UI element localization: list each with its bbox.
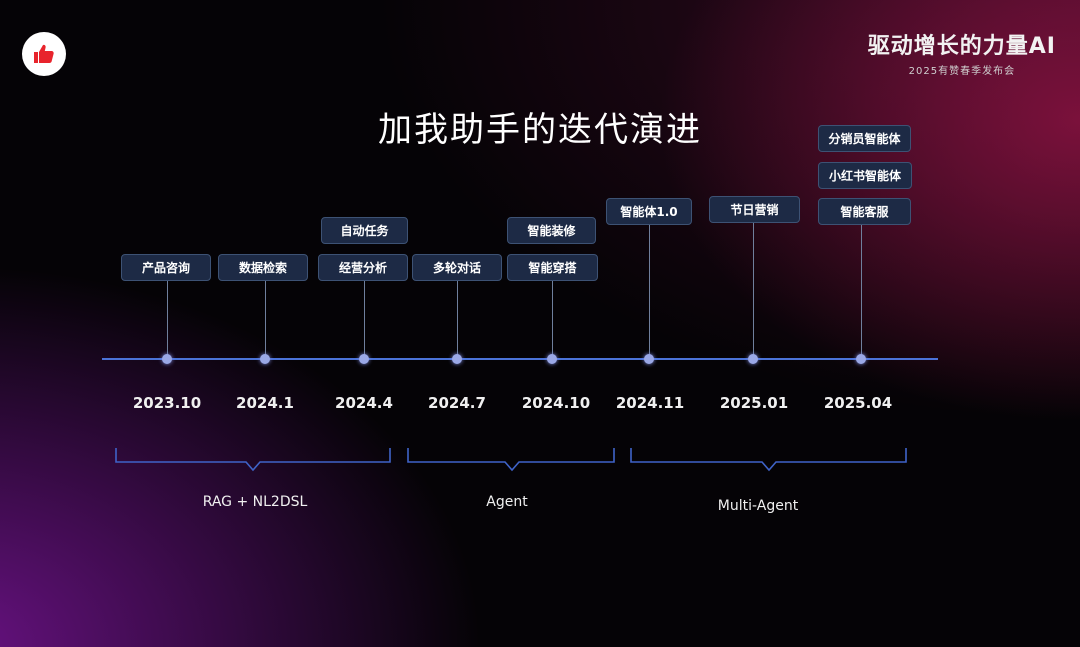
- phase-bracket: [407, 448, 615, 472]
- timeline-dot: [748, 354, 758, 364]
- connector-line: [364, 281, 365, 359]
- milestone-tag: 产品咨询: [121, 254, 211, 281]
- timeline-dot: [856, 354, 866, 364]
- milestone-tag: 智能穿搭: [507, 254, 598, 281]
- timeline-axis: [102, 358, 938, 360]
- phase-label: Multi-Agent: [717, 498, 799, 514]
- connector-line: [753, 223, 754, 359]
- timeline-date: 2024.4: [335, 394, 393, 412]
- brand-logo: [22, 32, 66, 76]
- timeline-date: 2025.04: [823, 394, 893, 412]
- connector-line: [457, 281, 458, 359]
- connector-line: [552, 281, 553, 359]
- timeline-dot: [547, 354, 557, 364]
- milestone-tag: 节日营销: [709, 196, 800, 223]
- event-subtitle: 2025有赞春季发布会: [908, 66, 1016, 77]
- timeline-date: 2024.11: [615, 394, 685, 412]
- timeline-dot: [359, 354, 369, 364]
- milestone-tag: 分销员智能体: [818, 125, 911, 152]
- timeline-dot: [260, 354, 270, 364]
- milestone-tag: 智能客服: [818, 198, 911, 225]
- event-brand: 驱动增长的力量AI 2025有赞春季发布会: [868, 28, 1056, 77]
- milestone-tag: 智能装修: [507, 217, 596, 244]
- milestone-tag: 数据检索: [218, 254, 308, 281]
- timeline-date: 2024.10: [521, 394, 591, 412]
- phase-label: Agent: [486, 494, 528, 510]
- phase-bracket: [115, 448, 391, 472]
- connector-line: [265, 281, 266, 359]
- milestone-tag: 多轮对话: [412, 254, 502, 281]
- connector-line: [649, 225, 650, 359]
- timeline-date: 2024.1: [236, 394, 294, 412]
- event-title: 驱动增长的力量AI: [867, 34, 1056, 59]
- milestone-tag: 自动任务: [321, 217, 408, 244]
- timeline-dot: [644, 354, 654, 364]
- connector-line: [861, 225, 862, 359]
- milestone-tag: 小红书智能体: [818, 162, 912, 189]
- connector-line: [167, 281, 168, 359]
- milestone-tag: 智能体1.0: [606, 198, 692, 225]
- phase-label: RAG + NL2DSL: [202, 494, 308, 510]
- milestone-tag: 经营分析: [318, 254, 408, 281]
- timeline-date: 2023.10: [132, 394, 202, 412]
- page-title: 加我助手的迭代演进: [378, 110, 702, 150]
- phase-bracket: [630, 448, 907, 472]
- thumbs-up-icon: [34, 44, 54, 63]
- timeline-dot: [162, 354, 172, 364]
- timeline-date: 2025.01: [719, 394, 789, 412]
- timeline-date: 2024.7: [428, 394, 486, 412]
- timeline-dot: [452, 354, 462, 364]
